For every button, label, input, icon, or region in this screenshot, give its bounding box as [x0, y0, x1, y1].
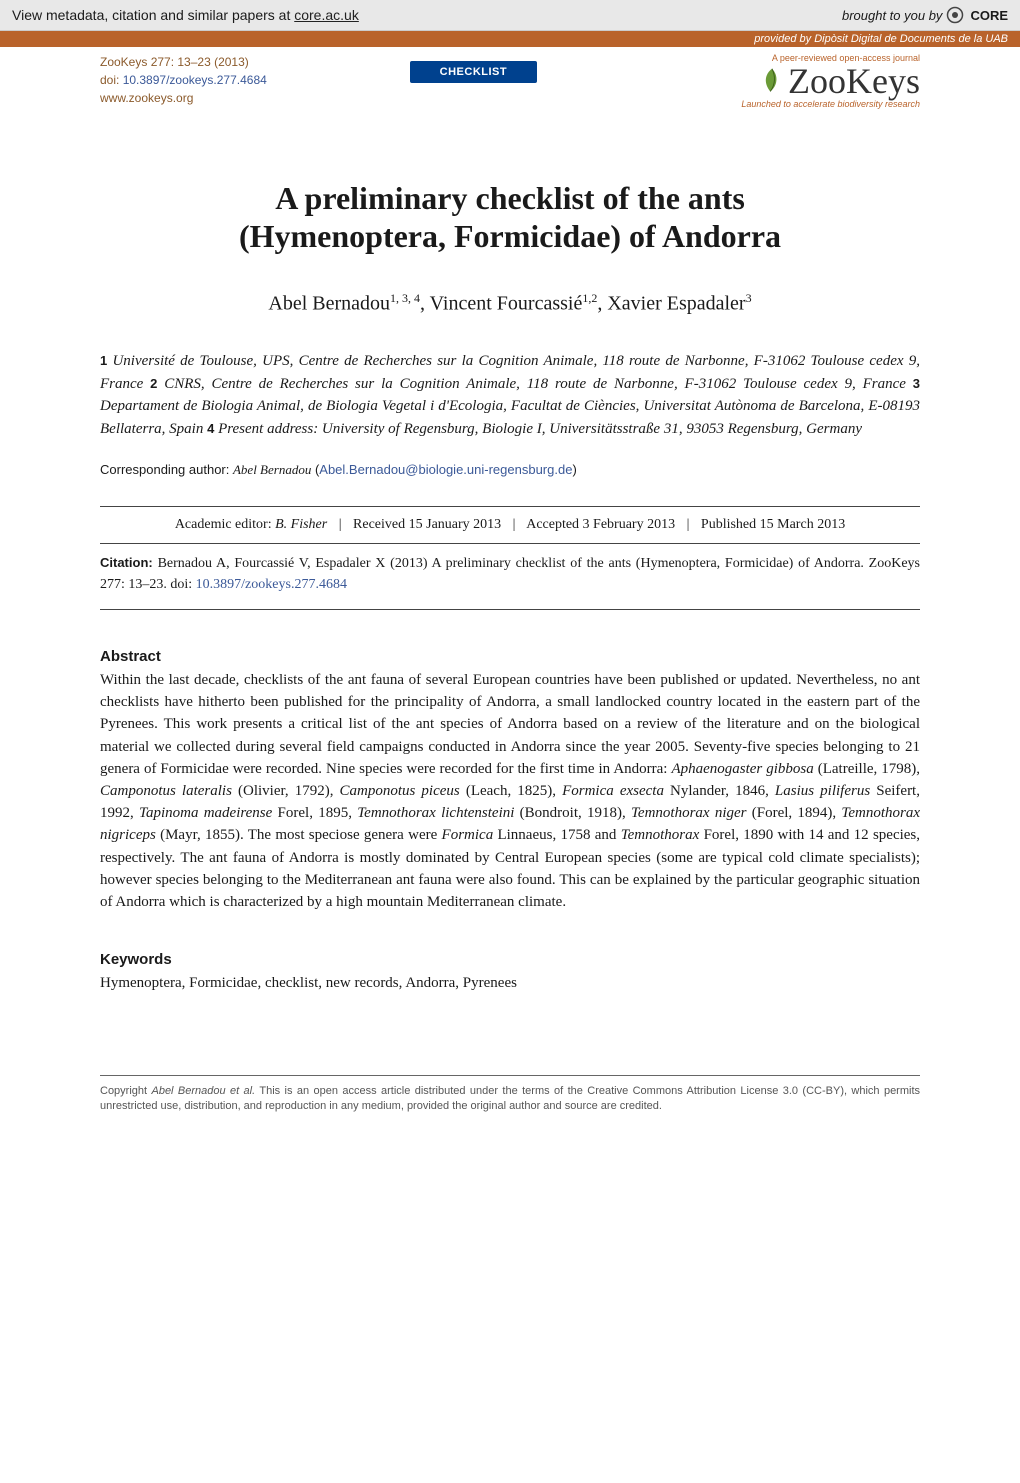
page-content: ZooKeys 277: 13–23 (2013) doi: 10.3897/z… [0, 53, 1020, 1154]
journal-doi-line: doi: 10.3897/zookeys.277.4684 [100, 71, 267, 89]
header-row: ZooKeys 277: 13–23 (2013) doi: 10.3897/z… [100, 53, 920, 109]
citation-block: Citation: Bernadou A, Fourcassié V, Espa… [100, 544, 920, 610]
core-banner: View metadata, citation and similar pape… [0, 0, 1020, 31]
title-line-1: A preliminary checklist of the ants [275, 180, 745, 216]
authors: Abel Bernadou1, 3, 4, Vincent Fourcassié… [100, 291, 920, 316]
separator: | [687, 517, 690, 532]
journal-url[interactable]: www.zookeys.org [100, 91, 193, 105]
journal-citation-box: ZooKeys 277: 13–23 (2013) doi: 10.3897/z… [100, 53, 267, 107]
article-type-pill: CHECKLIST [410, 61, 537, 83]
corresponding-email[interactable]: Abel.Bernadou@biologie.uni-regensburg.de [319, 462, 572, 477]
copyright-prefix: Copyright [100, 1085, 151, 1097]
published-date: Published 15 March 2013 [701, 517, 845, 532]
core-brought-by: brought to you by [842, 8, 942, 23]
citation-doi-label: doi: [170, 577, 195, 592]
abstract-heading: Abstract [100, 648, 920, 665]
title-line-2: (Hymenoptera, Formicidae) of Andorra [239, 218, 781, 254]
corresponding-name: Abel Bernadou [233, 462, 311, 477]
copyright-authors: Abel Bernadou et al. [151, 1085, 255, 1097]
core-icon [946, 6, 964, 24]
footer-license: Copyright Abel Bernadou et al. This is a… [100, 1075, 920, 1115]
core-logo-text: CORE [970, 8, 1008, 23]
keywords-text: Hymenoptera, Formicidae, checklist, new … [100, 972, 920, 995]
editor-label: Academic editor: [175, 517, 275, 532]
abstract-text: Within the last decade, checklists of th… [100, 669, 920, 913]
received-date: Received 15 January 2013 [353, 517, 501, 532]
provided-prefix: provided by [754, 33, 814, 45]
journal-doi[interactable]: 10.3897/zookeys.277.4684 [123, 73, 267, 87]
accepted-date: Accepted 3 February 2013 [526, 517, 675, 532]
provided-by-bar: provided by Dipòsit Digital de Documents… [0, 31, 1020, 47]
citation-doi[interactable]: 10.3897/zookeys.277.4684 [196, 577, 347, 592]
separator: | [339, 517, 342, 532]
journal-citation: ZooKeys 277: 13–23 (2013) [100, 53, 267, 71]
journal-logo-text: ZooKeys [788, 63, 920, 99]
doi-prefix: doi: [100, 73, 123, 87]
journal-tagline-bottom: Launched to accelerate biodiversity rese… [680, 99, 920, 109]
corresponding-author: Corresponding author: Abel Bernadou (Abe… [100, 462, 920, 478]
core-link[interactable]: core.ac.uk [294, 7, 359, 23]
separator: | [513, 517, 516, 532]
corresponding-label: Corresponding author: [100, 462, 233, 477]
article-title: A preliminary checklist of the ants (Hym… [100, 179, 920, 256]
journal-logo-area: A peer-reviewed open-access journal ZooK… [680, 53, 920, 109]
core-banner-left: View metadata, citation and similar pape… [12, 7, 359, 23]
core-banner-text: View metadata, citation and similar pape… [12, 7, 294, 23]
citation-label: Citation: [100, 555, 158, 570]
keywords-heading: Keywords [100, 951, 920, 968]
core-banner-right: brought to you by CORE [842, 6, 1008, 24]
editorial-line: Academic editor: B. Fisher | Received 15… [100, 506, 920, 544]
leaf-icon [758, 67, 786, 95]
journal-logo: ZooKeys [680, 63, 920, 99]
affiliations: 1 Université de Toulouse, UPS, Centre de… [100, 350, 920, 440]
provided-source: Dipòsit Digital de Documents de la UAB [814, 33, 1008, 45]
editor-name: B. Fisher [275, 517, 327, 532]
